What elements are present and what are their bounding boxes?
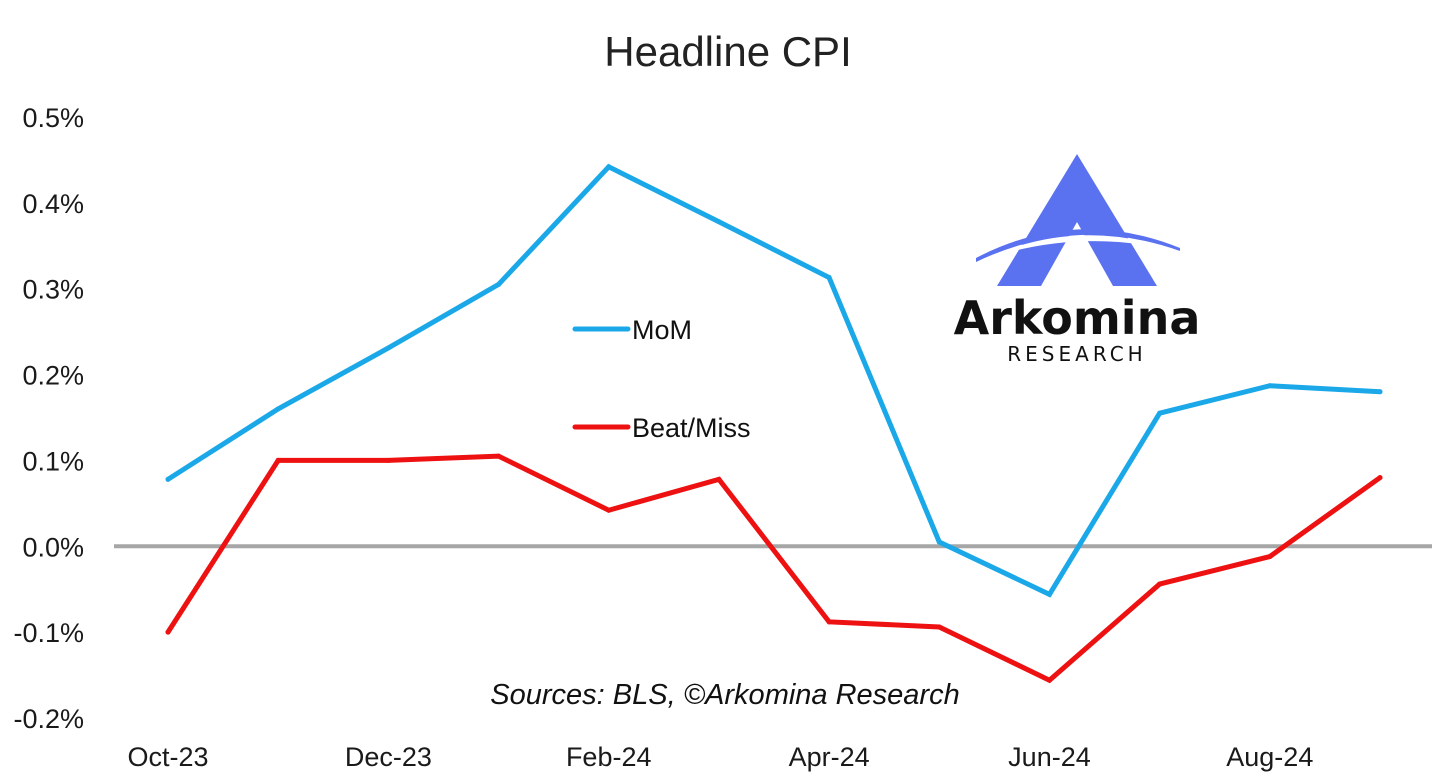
data-point-mom: [165, 476, 171, 482]
data-point-mom: [1157, 410, 1163, 416]
logo-a-shape: [997, 154, 1157, 286]
logo-name: Arkomina: [954, 291, 1201, 345]
logo-swoosh: [978, 235, 1180, 262]
x-tick-label: Aug-24: [1226, 742, 1313, 772]
arkomina-logo: Arkomina RESEARCH: [954, 154, 1201, 366]
x-tick-label: Oct-23: [127, 742, 208, 772]
data-point-mom: [936, 539, 942, 545]
y-axis: 0.5% 0.4% 0.3% 0.2% 0.1% 0.0% -0.1% -0.2%: [13, 103, 84, 734]
y-tick-label: -0.2%: [13, 704, 84, 734]
series-line-beat-miss: [165, 453, 1383, 684]
logo-subtitle: RESEARCH: [1007, 342, 1146, 366]
chart-title: Headline CPI: [604, 28, 851, 75]
data-point-beat-miss: [496, 453, 502, 459]
data-point-mom: [716, 219, 722, 225]
data-point-beat-miss: [1157, 581, 1163, 587]
y-tick-label: -0.1%: [13, 618, 84, 648]
y-tick-label: 0.4%: [22, 189, 84, 219]
source-note: Sources: BLS, ©Arkomina Research: [490, 679, 959, 711]
data-point-beat-miss: [275, 457, 281, 463]
series-lines: [165, 163, 1383, 684]
logo-swoosh-blue: [976, 229, 1180, 262]
data-point-mom: [826, 275, 832, 281]
series-line-mom: [165, 163, 1383, 598]
data-point-beat-miss: [826, 619, 832, 625]
data-point-mom: [1377, 389, 1383, 395]
data-point-mom: [1267, 383, 1273, 389]
x-tick-label: Apr-24: [789, 742, 870, 772]
legend: MoM Beat/Miss: [572, 315, 751, 443]
y-tick-label: 0.5%: [22, 103, 84, 133]
y-tick-label: 0.1%: [22, 446, 84, 476]
data-point-mom: [1046, 591, 1052, 597]
y-tick-label: 0.3%: [22, 275, 84, 305]
x-axis: Oct-23 Dec-23 Feb-24 Apr-24 Jun-24 Aug-24: [127, 742, 1313, 772]
data-point-mom: [606, 164, 612, 170]
data-point-mom: [496, 281, 502, 287]
arkomina-a-logo-icon: [976, 154, 1180, 286]
x-tick-label: Feb-24: [566, 742, 652, 772]
data-point-beat-miss: [385, 457, 391, 463]
data-point-beat-miss: [1046, 677, 1052, 683]
data-point-beat-miss: [606, 507, 612, 513]
y-tick-label: 0.0%: [22, 532, 84, 562]
data-point-beat-miss: [1377, 475, 1383, 481]
legend-label-mom: MoM: [632, 315, 692, 345]
data-point-mom: [275, 406, 281, 412]
data-point-beat-miss: [165, 629, 171, 635]
data-point-mom: [385, 345, 391, 351]
x-tick-label: Dec-23: [345, 742, 432, 772]
y-tick-label: 0.2%: [22, 361, 84, 391]
legend-label-beat-miss: Beat/Miss: [632, 413, 751, 443]
data-point-beat-miss: [716, 476, 722, 482]
x-tick-label: Jun-24: [1008, 742, 1091, 772]
data-point-beat-miss: [936, 624, 942, 630]
data-point-beat-miss: [1267, 554, 1273, 560]
